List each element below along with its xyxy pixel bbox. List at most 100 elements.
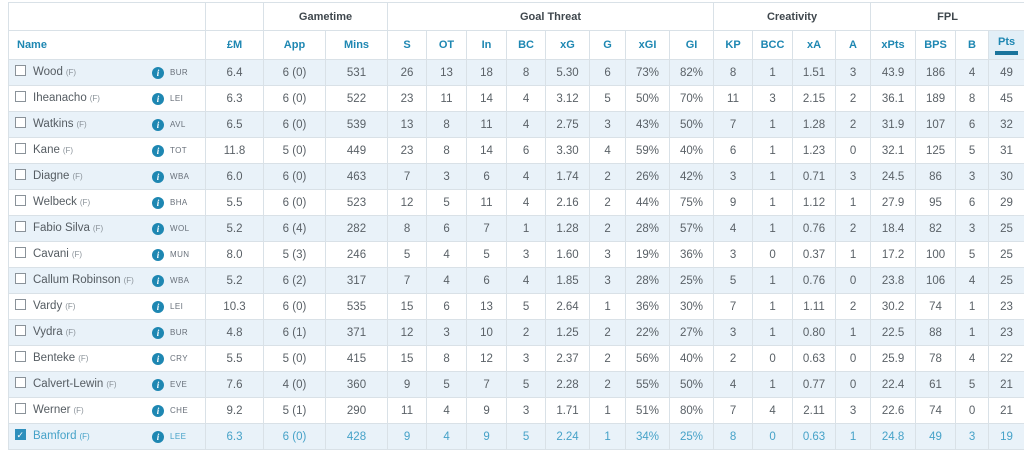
- player-name[interactable]: Vydra: [33, 326, 63, 338]
- stat-cell-bps: 78: [916, 346, 956, 372]
- stat-cell-a: 1: [836, 190, 871, 216]
- info-icon[interactable]: i: [152, 171, 164, 183]
- info-icon[interactable]: i: [152, 327, 164, 339]
- player-checkbox[interactable]: [15, 195, 26, 206]
- col-header-kp[interactable]: KP: [714, 31, 753, 60]
- col-header-g[interactable]: G: [590, 31, 626, 60]
- stat-cell-kp: 7: [714, 294, 753, 320]
- info-icon[interactable]: i: [152, 93, 164, 105]
- col-header-app[interactable]: App: [264, 31, 326, 60]
- player-name[interactable]: Kane: [33, 144, 60, 156]
- player-checkbox[interactable]: [15, 351, 26, 362]
- stat-cell-gi: 75%: [670, 190, 714, 216]
- info-icon[interactable]: i: [152, 249, 164, 261]
- player-name[interactable]: Diagne: [33, 170, 69, 182]
- info-icon[interactable]: i: [152, 275, 164, 287]
- player-checkbox[interactable]: [15, 429, 26, 440]
- col-header-a[interactable]: A: [836, 31, 871, 60]
- player-checkbox[interactable]: [15, 169, 26, 180]
- player-name[interactable]: Cavani: [33, 248, 69, 260]
- col-header-b[interactable]: B: [956, 31, 989, 60]
- stat-cell-ot: 8: [427, 138, 467, 164]
- stat-cell-b: 0: [956, 398, 989, 424]
- info-icon[interactable]: i: [152, 223, 164, 235]
- player-checkbox[interactable]: [15, 91, 26, 102]
- stat-cell-g: 2: [590, 372, 626, 398]
- player-checkbox[interactable]: [15, 143, 26, 154]
- player-name[interactable]: Vardy: [33, 300, 62, 312]
- stat-cell-xg: 3.30: [546, 138, 590, 164]
- info-icon[interactable]: i: [152, 67, 164, 79]
- player-name[interactable]: Wood: [33, 66, 63, 78]
- col-header-mins[interactable]: Mins: [326, 31, 388, 60]
- stat-cell-a: 2: [836, 86, 871, 112]
- stat-cell-bc: 5: [507, 294, 546, 320]
- col-header-xpts[interactable]: xPts: [871, 31, 916, 60]
- stat-cell-b: 4: [956, 60, 989, 86]
- col-header-price[interactable]: £M: [206, 31, 264, 60]
- player-checkbox[interactable]: [15, 221, 26, 232]
- stat-cell-bc: 4: [507, 164, 546, 190]
- stat-cell-ot: 4: [427, 424, 467, 450]
- col-header-pts[interactable]: Pts: [989, 31, 1024, 60]
- player-name[interactable]: Bamford: [33, 430, 76, 442]
- stat-cell-price: 5.2: [206, 268, 264, 294]
- stat-cell-xa: 0.63: [793, 424, 836, 450]
- player-checkbox[interactable]: [15, 273, 26, 284]
- player-name[interactable]: Calvert-Lewin: [33, 378, 103, 390]
- col-header-bps[interactable]: BPS: [916, 31, 956, 60]
- info-icon[interactable]: i: [152, 353, 164, 365]
- info-icon[interactable]: i: [152, 119, 164, 131]
- col-header-gi[interactable]: GI: [670, 31, 714, 60]
- player-position: (F): [66, 68, 76, 77]
- group-header-goal-threat: Goal Threat: [388, 3, 714, 31]
- info-icon[interactable]: i: [152, 145, 164, 157]
- player-name[interactable]: Watkins: [33, 118, 73, 130]
- info-icon[interactable]: i: [152, 379, 164, 391]
- player-checkbox[interactable]: [15, 377, 26, 388]
- col-header-s[interactable]: S: [388, 31, 427, 60]
- player-checkbox[interactable]: [15, 403, 26, 414]
- info-icon[interactable]: i: [152, 197, 164, 209]
- stat-cell-a: 0: [836, 138, 871, 164]
- player-name[interactable]: Werner: [33, 404, 71, 416]
- player-checkbox[interactable]: [15, 65, 26, 76]
- col-header-name[interactable]: Name: [9, 31, 206, 60]
- col-header-ot[interactable]: OT: [427, 31, 467, 60]
- player-name[interactable]: Welbeck: [33, 196, 77, 208]
- stat-cell-mins: 535: [326, 294, 388, 320]
- stat-cell-b: 3: [956, 216, 989, 242]
- stat-cell-xpts: 22.6: [871, 398, 916, 424]
- col-header-in[interactable]: In: [467, 31, 507, 60]
- player-name[interactable]: Benteke: [33, 352, 75, 364]
- player-checkbox[interactable]: [15, 117, 26, 128]
- player-name[interactable]: Callum Robinson: [33, 274, 121, 286]
- stat-cell-pts: 45: [989, 86, 1024, 112]
- player-name[interactable]: Fabio Silva: [33, 222, 90, 234]
- col-header-bc[interactable]: BC: [507, 31, 546, 60]
- col-header-xg[interactable]: xG: [546, 31, 590, 60]
- player-checkbox[interactable]: [15, 299, 26, 310]
- stat-cell-in: 11: [467, 112, 507, 138]
- stat-cell-bc: 6: [507, 138, 546, 164]
- stat-cell-kp: 4: [714, 372, 753, 398]
- stat-cell-bcc: 1: [753, 60, 793, 86]
- col-header-xgi[interactable]: xGI: [626, 31, 670, 60]
- info-icon[interactable]: i: [152, 405, 164, 417]
- col-header-bcc[interactable]: BCC: [753, 31, 793, 60]
- stat-cell-app: 6 (1): [264, 320, 326, 346]
- player-checkbox[interactable]: [15, 325, 26, 336]
- stat-cell-kp: 3: [714, 320, 753, 346]
- stat-cell-xg: 2.16: [546, 190, 590, 216]
- col-header-xa[interactable]: xA: [793, 31, 836, 60]
- info-icon[interactable]: i: [152, 431, 164, 443]
- player-checkbox[interactable]: [15, 247, 26, 258]
- stat-cell-price: 5.2: [206, 216, 264, 242]
- info-icon[interactable]: i: [152, 301, 164, 313]
- player-name[interactable]: Iheanacho: [33, 92, 87, 104]
